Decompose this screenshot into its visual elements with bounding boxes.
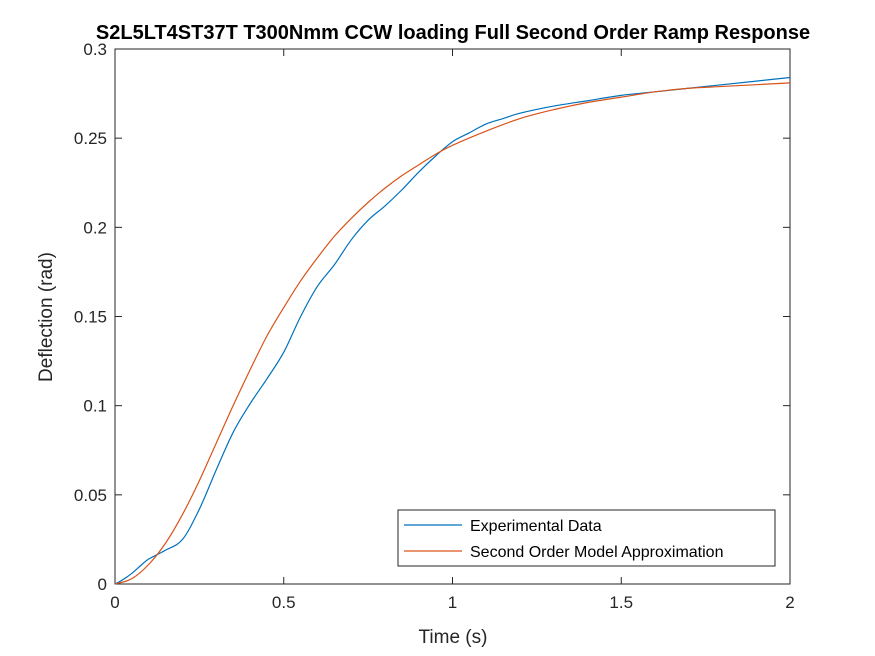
series-lines: [114, 76, 791, 585]
series-line-experimental-data: [114, 76, 791, 585]
x-axis: 0 0.5 1 1.5 2: [110, 49, 795, 612]
legend-box: [397, 509, 776, 567]
x-axis-label: Time (s): [419, 627, 488, 648]
plot-area: 0 0.5 1 1.5 2 0 0.05 0.1 0.15 0.2 0.25 0.3: [74, 40, 795, 612]
y-axis: 0 0.05 0.1 0.15 0.2 0.25 0.3: [74, 40, 790, 594]
x-tick-label: 1.5: [609, 593, 633, 612]
x-tick-label: 2: [785, 593, 794, 612]
legend-label-second-order-model: Second Order Model Approximation: [470, 544, 723, 561]
legend-label-experimental-data: Experimental Data: [470, 518, 602, 535]
y-axis-label: Deflection (rad): [36, 252, 57, 382]
y-tick-label: 0.15: [74, 308, 107, 327]
chart-title: S2L5LT4ST37T T300Nmm CCW loading Full Se…: [96, 22, 810, 44]
x-tick-label: 0: [110, 593, 119, 612]
y-tick-label: 0: [98, 575, 107, 594]
y-tick-label: 0.1: [83, 397, 107, 416]
legend: Experimental Data Second Order Model App…: [397, 509, 776, 567]
y-tick-label: 0.3: [83, 40, 107, 59]
y-tick-label: 0.05: [74, 486, 107, 505]
axes-box: [114, 48, 791, 585]
series-line-second-order-model-approximation: [114, 82, 791, 585]
y-tick-label: 0.2: [83, 218, 107, 237]
x-tick-label: 1: [448, 593, 457, 612]
y-tick-label: 0.25: [74, 129, 107, 148]
x-tick-label: 0.5: [272, 593, 296, 612]
